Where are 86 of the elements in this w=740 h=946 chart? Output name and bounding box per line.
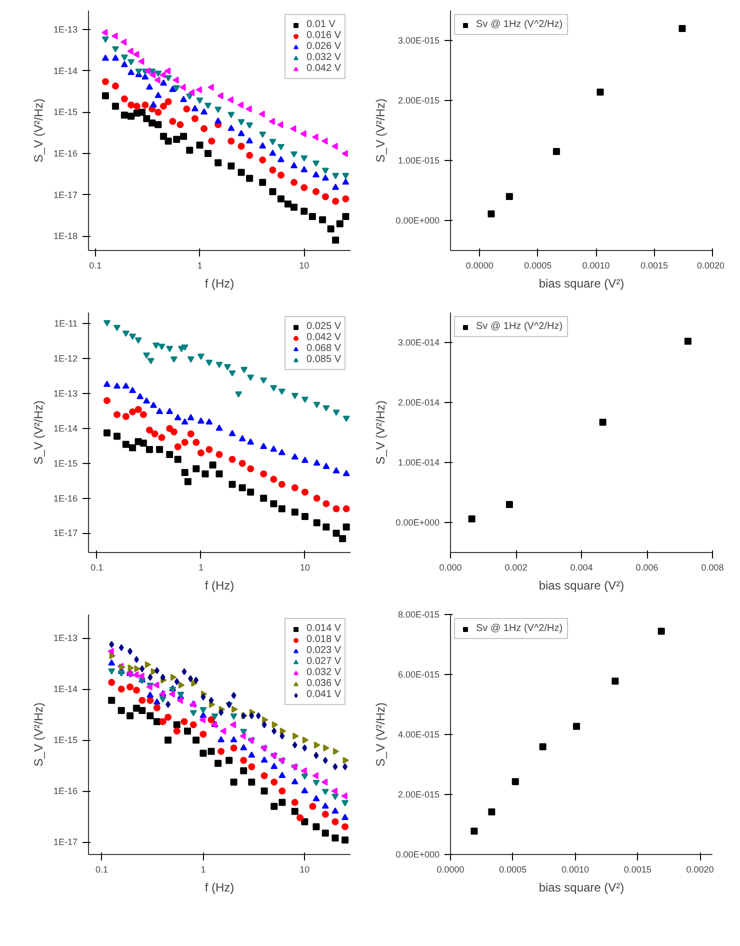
y-tick-label: 0.00E+000 xyxy=(396,216,440,226)
legend-label: 0.041 V xyxy=(306,689,341,700)
y-tick-label: 1.00E-014 xyxy=(398,458,440,468)
x-tick-label: 0.0000 xyxy=(436,864,464,874)
x-tick-label: 0.0010 xyxy=(582,260,610,270)
y-axis-title: S_V (V²/Hz) xyxy=(374,98,388,163)
legend-label: 0.01 V xyxy=(306,19,336,30)
x-axis-title: bias square (V²) xyxy=(538,276,624,290)
legend-label: 0.026 V xyxy=(306,41,341,52)
legend-label: 0.027 V xyxy=(306,656,341,667)
y-tick-label: 1E-16 xyxy=(53,786,78,796)
x-tick-label: 0.000 xyxy=(439,562,462,572)
x-tick-label: 10 xyxy=(300,864,310,874)
y-tick-label: 1E-18 xyxy=(53,231,78,242)
x-tick-label: 0.0005 xyxy=(499,864,527,874)
y-axis-title: S_V (V²/Hz) xyxy=(31,400,46,465)
x-tick-label: 0.008 xyxy=(701,562,724,572)
legend-label: Sv @ 1Hz (V^2/Hz) xyxy=(476,623,563,634)
x-tick-label: 10 xyxy=(299,260,310,270)
y-tick-label: 1E-16 xyxy=(53,493,78,504)
x-axis-title: f (Hz) xyxy=(204,578,234,592)
y-tick-label: 1E-15 xyxy=(53,735,78,746)
y-tick-label: 2.00E-015 xyxy=(398,96,440,106)
legend-label: 0.032 V xyxy=(306,667,341,678)
x-tick-label: 0.004 xyxy=(570,562,593,572)
y-axis-title: S_V (V²/Hz) xyxy=(374,702,388,767)
x-tick-label: 0.006 xyxy=(636,562,658,572)
legend-label: Sv @ 1Hz (V^2/Hz) xyxy=(476,321,563,332)
legend-label: 0.016 V xyxy=(306,30,341,41)
x-tick-label: 10 xyxy=(300,562,310,572)
legend-label: 0.085 V xyxy=(306,354,341,365)
legend-label: 0.042 V xyxy=(306,332,341,343)
y-tick-label: 4.00E-015 xyxy=(398,730,440,740)
y-tick-label: 1E-15 xyxy=(53,458,78,468)
x-axis-title: bias square (V²) xyxy=(538,880,624,894)
x-tick-label: 0.0000 xyxy=(466,260,494,270)
legend-label: 0.036 V xyxy=(306,678,341,689)
y-axis-title: S_V (V²/Hz) xyxy=(374,400,388,465)
y-tick-label: 1E-11 xyxy=(54,318,78,329)
x-tick-label: 0.0020 xyxy=(686,864,714,874)
y-tick-label: 1E-17 xyxy=(53,190,78,200)
y-tick-label: 3.00E-015 xyxy=(398,36,440,46)
y-tick-label: 1E-13 xyxy=(53,24,78,35)
y-tick-label: 2.00E-015 xyxy=(398,790,440,800)
x-tick-label: 0.1 xyxy=(89,260,102,270)
y-tick-label: 1E-17 xyxy=(53,837,78,848)
legend-label: 0.014 V xyxy=(306,623,341,634)
y-tick-label: 1E-16 xyxy=(53,148,78,159)
y-tick-label: 2.00E-014 xyxy=(398,398,440,408)
y-axis-title: S_V (V²/Hz) xyxy=(31,98,46,163)
x-tick-label: 1 xyxy=(198,562,204,572)
x-tick-label: 0.1 xyxy=(90,562,104,572)
legend-label: 0.042 V xyxy=(306,63,341,74)
x-axis-title: f (Hz) xyxy=(204,276,234,290)
x-tick-label: 0.0005 xyxy=(524,260,552,270)
x-axis-title: bias square (V²) xyxy=(538,578,624,592)
legend-label: 0.032 V xyxy=(306,52,341,63)
x-tick-label: 0.0020 xyxy=(696,260,725,270)
y-tick-label: 1E-14 xyxy=(53,66,78,76)
legend-label: 0.018 V xyxy=(306,634,341,645)
y-axis-title: S_V (V²/Hz) xyxy=(31,702,46,767)
y-tick-label: 1E-17 xyxy=(53,528,78,538)
legend-label: 0.068 V xyxy=(306,343,341,354)
y-tick-label: 0.00E+000 xyxy=(396,850,440,860)
y-tick-label: 1E-13 xyxy=(53,633,78,644)
y-tick-label: 1E-12 xyxy=(53,354,78,364)
legend-label: Sv @ 1Hz (V^2/Hz) xyxy=(476,19,563,30)
legend-label: 0.025 V xyxy=(306,321,341,332)
x-tick-label: 0.0010 xyxy=(562,864,590,874)
x-tick-label: 0.002 xyxy=(504,562,528,572)
y-tick-label: 1.00E-015 xyxy=(398,156,440,166)
x-tick-label: 1 xyxy=(200,864,206,874)
y-tick-label: 3.00E-014 xyxy=(398,338,440,348)
x-tick-label: 1 xyxy=(197,260,202,270)
y-tick-label: 1E-14 xyxy=(53,684,78,694)
y-tick-label: 0.00E+000 xyxy=(396,518,440,528)
y-tick-label: 1E-14 xyxy=(53,423,78,434)
legend-label: 0.023 V xyxy=(306,645,341,656)
x-tick-label: 0.1 xyxy=(96,864,108,874)
x-axis-title: f (Hz) xyxy=(204,880,234,894)
y-tick-label: 1E-15 xyxy=(53,107,78,118)
y-tick-label: 8.00E-015 xyxy=(398,610,440,620)
y-tick-label: 1E-13 xyxy=(53,388,78,399)
x-tick-label: 0.0015 xyxy=(624,864,652,874)
x-tick-label: 0.0015 xyxy=(640,260,668,270)
y-tick-label: 6.00E-015 xyxy=(398,670,440,680)
